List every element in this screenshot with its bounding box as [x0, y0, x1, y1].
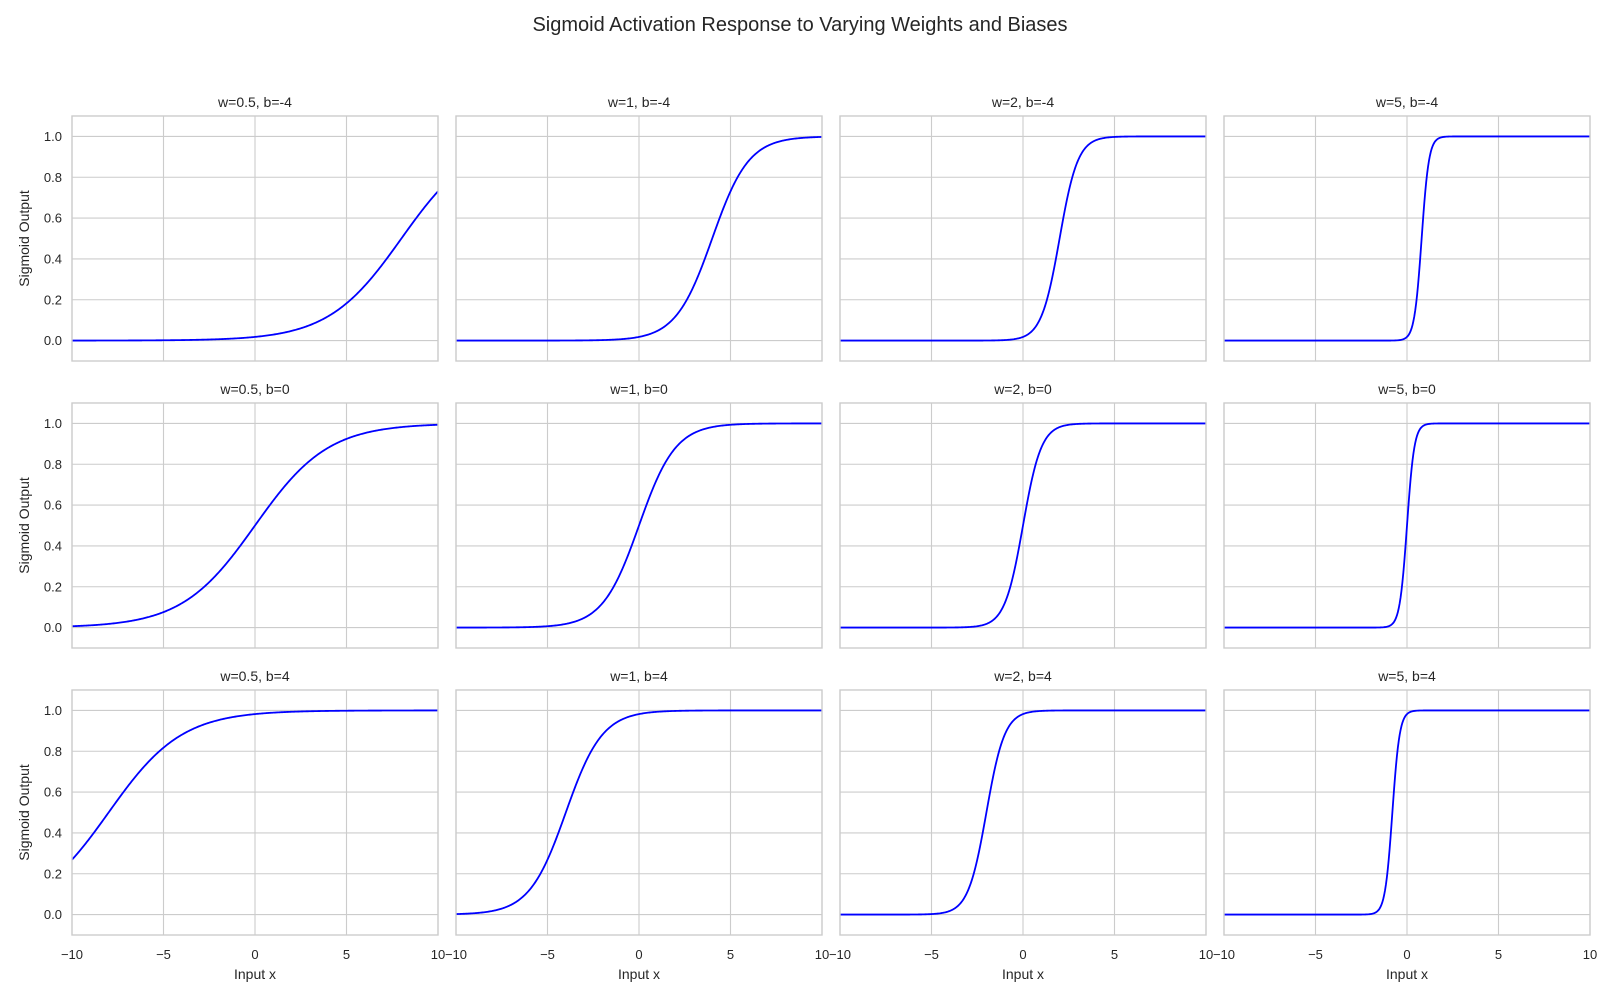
subplot-title: w=2, b=0: [993, 381, 1052, 397]
x-axis-label: Input x: [1386, 966, 1428, 982]
y-tick-label: 1.0: [44, 703, 62, 718]
y-tick-label: 0.0: [44, 333, 62, 348]
figure-title: Sigmoid Activation Response to Varying W…: [532, 14, 1068, 36]
y-tick-label: 0.8: [44, 170, 62, 185]
plot-frame: [839, 402, 1207, 649]
y-axis-label: Sigmoid Output: [16, 764, 32, 861]
subplot-title: w=5, b=4: [1377, 668, 1436, 684]
subplot-title: w=0.5, b=-4: [217, 94, 292, 110]
plot-frame: [455, 115, 823, 362]
series-line: [840, 709, 1206, 916]
x-tick-label: 5: [1495, 947, 1502, 962]
y-tick-label: 1.0: [44, 129, 62, 144]
y-tick-label: 0.8: [44, 457, 62, 472]
y-tick-label: 0.4: [44, 538, 62, 553]
x-tick-label: 10: [815, 947, 829, 962]
subplot-title: w=0.5, b=0: [219, 381, 289, 397]
y-tick-label: 0.8: [44, 744, 62, 759]
x-tick-label: −10: [61, 947, 83, 962]
subplot-title: w=2, b=-4: [991, 94, 1054, 110]
x-axis-label: Input x: [1002, 966, 1044, 982]
series-line: [71, 709, 438, 861]
y-tick-label: 0.6: [44, 785, 62, 800]
subplot-2: w=1, b=-4: [455, 94, 823, 362]
plot-frame: [1223, 402, 1591, 649]
subplot-6: w=1, b=0: [455, 381, 823, 649]
y-tick-label: 0.0: [44, 907, 62, 922]
x-tick-label: −5: [1308, 947, 1323, 962]
y-tick-label: 1.0: [44, 416, 62, 431]
y-tick-label: 0.0: [44, 620, 62, 635]
x-axis-label: Input x: [618, 966, 660, 982]
plot-frame: [839, 689, 1207, 936]
x-tick-label: 5: [727, 947, 734, 962]
plot-frame: [1223, 689, 1591, 936]
series-line: [1224, 422, 1590, 629]
y-axis-label: Sigmoid Output: [16, 477, 32, 574]
y-tick-label: 0.6: [44, 498, 62, 513]
x-tick-label: −10: [1213, 947, 1235, 962]
subplot-title: w=1, b=-4: [607, 94, 670, 110]
subplot-title: w=5, b=0: [1377, 381, 1436, 397]
x-tick-label: −10: [445, 947, 467, 962]
series-line: [1224, 709, 1590, 916]
subplot-7: w=2, b=0: [839, 381, 1207, 649]
subplot-title: w=0.5, b=4: [219, 668, 289, 684]
plot-frame: [839, 115, 1207, 362]
series-line: [840, 135, 1206, 342]
series-line: [456, 422, 822, 629]
series-line: [72, 190, 439, 342]
subplot-title: w=1, b=0: [609, 381, 668, 397]
subplot-1: w=0.5, b=-4 0.0 0.2 0.4 0.6 0.8 1.0 Sigmoid Out…: [16, 94, 439, 362]
x-tick-label: 5: [1111, 947, 1118, 962]
x-tick-label: 0: [1019, 947, 1026, 962]
subplot-12: w=5, b=4 −10 −5 0 5 10 Input x: [1213, 668, 1597, 982]
y-tick-label: 0.6: [44, 211, 62, 226]
subplot-10: w=1, b=4 −10 −5 0 5 10 Input x: [445, 668, 829, 982]
subplot-title: w=1, b=4: [609, 668, 668, 684]
plot-frame: [455, 689, 823, 936]
subplot-4: w=5, b=-4: [1223, 94, 1591, 362]
plot-frame: [71, 115, 439, 362]
plot-frame: [71, 402, 439, 649]
subplot-3: w=2, b=-4: [839, 94, 1207, 362]
x-tick-label: −5: [924, 947, 939, 962]
x-tick-label: 0: [251, 947, 258, 962]
x-tick-label: 10: [1583, 947, 1597, 962]
subplot-11: w=2, b=4 −10 −5 0 5 10 Input x: [829, 668, 1213, 982]
subplot-8: w=5, b=0: [1223, 381, 1591, 649]
series-line: [455, 709, 822, 915]
y-tick-label: 0.2: [44, 292, 62, 307]
series-line: [840, 422, 1206, 629]
subplot-9: w=0.5, b=4 0.0 0.2 0.4 0.6 0.8 1.0 Sigmoid Outp…: [16, 668, 445, 982]
y-tick-label: 0.4: [44, 825, 62, 840]
x-tick-label: 0: [1403, 947, 1410, 962]
subplot-title: w=5, b=-4: [1375, 94, 1438, 110]
subplot-5: w=0.5, b=0 0.0 0.2 0.4 0.6 0.8 1.0 Sigmoid Outp…: [16, 381, 439, 649]
y-axis-label: Sigmoid Output: [16, 190, 32, 287]
x-tick-label: 10: [1199, 947, 1213, 962]
x-tick-label: −10: [829, 947, 851, 962]
y-tick-label: 0.4: [44, 251, 62, 266]
plot-frame: [71, 689, 439, 936]
subplot-title: w=2, b=4: [993, 668, 1052, 684]
y-tick-label: 0.2: [44, 866, 62, 881]
series-line: [456, 136, 823, 342]
series-line: [1224, 135, 1590, 342]
plot-frame: [455, 402, 823, 649]
y-tick-label: 0.2: [44, 579, 62, 594]
plot-frame: [1223, 115, 1591, 362]
x-tick-label: 5: [343, 947, 350, 962]
x-tick-label: −5: [540, 947, 555, 962]
series-line: [71, 423, 439, 628]
x-tick-label: −5: [156, 947, 171, 962]
x-axis-label: Input x: [234, 966, 276, 982]
x-tick-label: 10: [431, 947, 445, 962]
x-tick-label: 0: [635, 947, 642, 962]
